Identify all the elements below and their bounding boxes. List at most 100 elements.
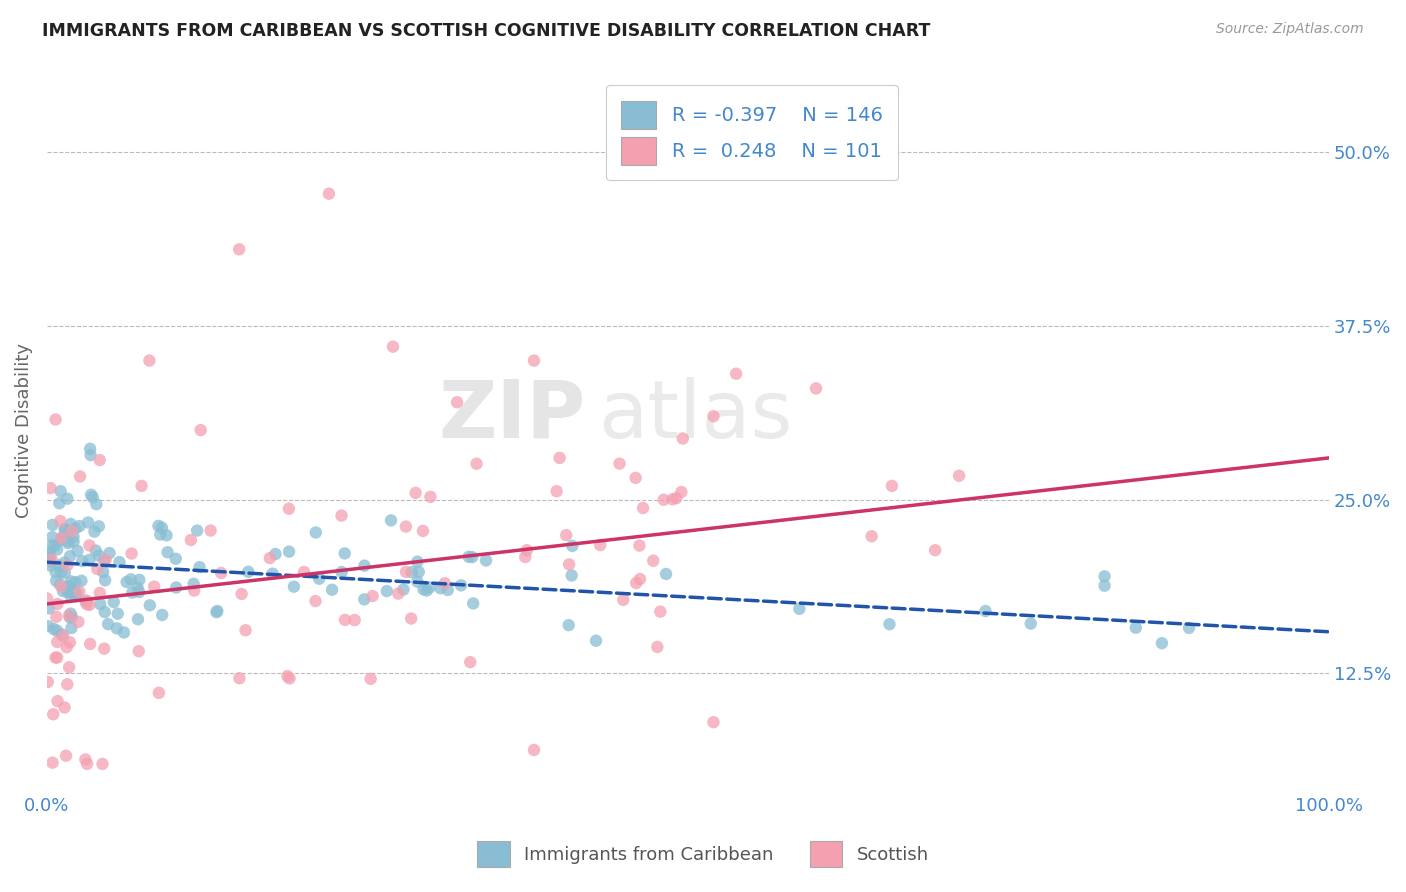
- Point: [58, 579, 80, 593]
- Point: [458, 655, 481, 669]
- Point: [65, 575, 87, 590]
- Point: [79, 598, 101, 612]
- Point: [53, 566, 76, 580]
- Point: [49, 577, 72, 591]
- Point: [183, 576, 205, 591]
- Point: [56, 584, 79, 599]
- Point: [165, 551, 187, 566]
- Point: [97, 617, 120, 632]
- Point: [58, 660, 80, 674]
- Point: [231, 587, 253, 601]
- Point: [62, 582, 84, 597]
- Point: [38, 550, 60, 565]
- Point: [65, 521, 87, 535]
- Point: [652, 492, 675, 507]
- Point: [416, 583, 439, 598]
- Point: [70, 574, 93, 588]
- Point: [609, 457, 631, 471]
- Point: [465, 457, 488, 471]
- Point: [77, 516, 100, 530]
- Point: [419, 581, 441, 595]
- Point: [672, 432, 695, 446]
- Point: [330, 508, 353, 523]
- Y-axis label: Cognitive Disability: Cognitive Disability: [15, 343, 32, 517]
- Point: [49, 565, 72, 579]
- Point: [264, 547, 287, 561]
- Point: [149, 527, 172, 541]
- Point: [333, 613, 356, 627]
- Point: [59, 635, 82, 649]
- Point: [406, 574, 429, 589]
- Point: [55, 748, 77, 763]
- Point: [318, 186, 340, 201]
- Point: [589, 538, 612, 552]
- Point: [463, 596, 485, 610]
- Point: [702, 715, 724, 730]
- Point: [148, 686, 170, 700]
- Point: [89, 597, 111, 611]
- Point: [51, 532, 73, 546]
- Point: [661, 492, 683, 507]
- Point: [558, 558, 581, 572]
- Point: [277, 501, 299, 516]
- Point: [262, 566, 284, 581]
- Text: IMMIGRANTS FROM CARIBBEAN VS SCOTTISH COGNITIVE DISABILITY CORRELATION CHART: IMMIGRANTS FROM CARIBBEAN VS SCOTTISH CO…: [42, 22, 931, 40]
- Point: [360, 672, 382, 686]
- Point: [67, 615, 90, 629]
- Point: [305, 525, 328, 540]
- Point: [46, 635, 69, 649]
- Point: [408, 565, 430, 579]
- Point: [48, 558, 70, 573]
- Point: [188, 560, 211, 574]
- Point: [643, 554, 665, 568]
- Point: [62, 585, 84, 599]
- Point: [429, 581, 451, 595]
- Point: [1094, 569, 1116, 583]
- Point: [419, 490, 441, 504]
- Point: [343, 613, 366, 627]
- Point: [49, 484, 72, 499]
- Point: [59, 524, 82, 538]
- Point: [93, 641, 115, 656]
- Point: [66, 544, 89, 558]
- Point: [375, 584, 398, 599]
- Point: [35, 549, 58, 563]
- Point: [665, 491, 688, 506]
- Point: [84, 543, 107, 558]
- Point: [91, 756, 114, 771]
- Legend: R = -0.397    N = 146, R =  0.248    N = 101: R = -0.397 N = 146, R = 0.248 N = 101: [606, 86, 898, 180]
- Point: [39, 555, 62, 569]
- Point: [165, 581, 187, 595]
- Point: [1125, 621, 1147, 635]
- Point: [401, 565, 423, 579]
- Point: [98, 546, 121, 560]
- Point: [55, 640, 77, 655]
- Point: [155, 528, 177, 542]
- Point: [56, 534, 79, 549]
- Point: [42, 622, 65, 636]
- Point: [83, 524, 105, 539]
- Point: [546, 484, 568, 499]
- Point: [75, 594, 97, 608]
- Point: [121, 585, 143, 599]
- Point: [127, 612, 149, 626]
- Point: [59, 516, 82, 531]
- Point: [76, 597, 98, 611]
- Point: [41, 756, 63, 770]
- Point: [395, 565, 418, 579]
- Point: [304, 594, 326, 608]
- Point: [655, 566, 678, 581]
- Point: [82, 490, 104, 504]
- Point: [65, 585, 87, 599]
- Point: [35, 591, 58, 606]
- Point: [127, 581, 149, 595]
- Point: [186, 524, 208, 538]
- Point: [94, 574, 117, 588]
- Point: [128, 644, 150, 658]
- Point: [56, 491, 79, 506]
- Point: [103, 595, 125, 609]
- Point: [259, 551, 281, 566]
- Point: [89, 453, 111, 467]
- Point: [79, 553, 101, 567]
- Point: [38, 601, 60, 615]
